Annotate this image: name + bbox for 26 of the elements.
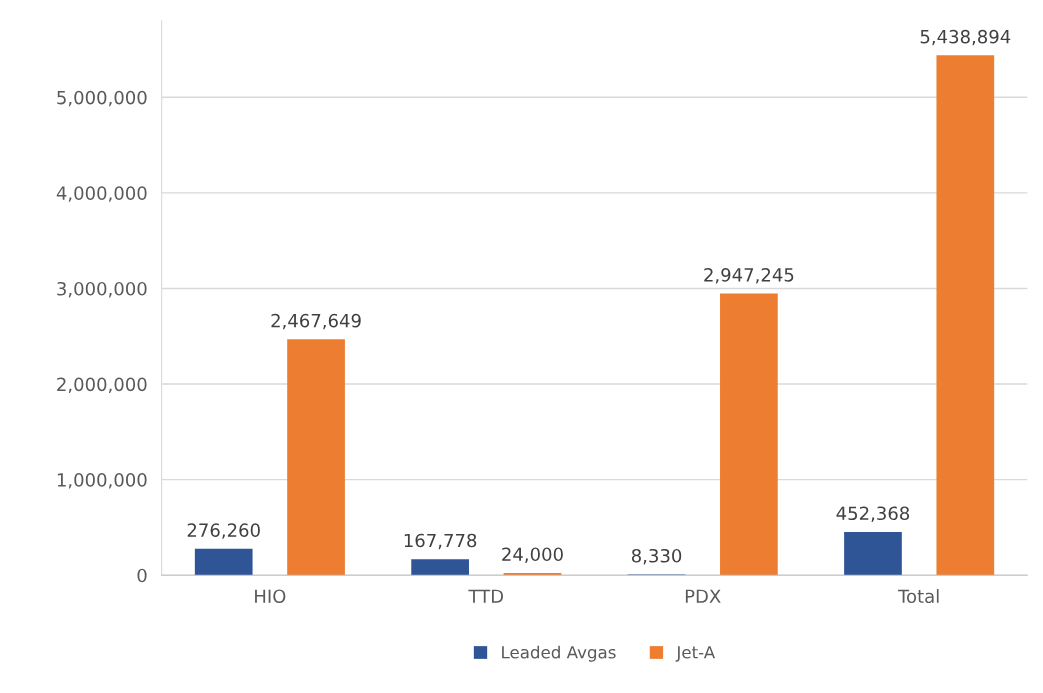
data-label: 276,260 xyxy=(187,523,260,539)
legend-label: Jet-A xyxy=(675,646,716,662)
bar xyxy=(936,55,995,576)
bar xyxy=(720,293,778,576)
legend-label: Leaded Avgas xyxy=(502,645,616,662)
y-tick-label: 2,000,000 xyxy=(57,377,147,393)
data-label: 167,778 xyxy=(404,533,477,550)
x-tick-label: HIO xyxy=(255,589,286,604)
y-tick-label: 3,000,000 xyxy=(57,281,147,298)
y-tick-label: 1,000,000 xyxy=(57,473,147,489)
bar xyxy=(194,548,253,576)
data-label: 24,000 xyxy=(502,547,563,563)
data-label: 8,330 xyxy=(631,548,682,565)
x-tick-label: PDX xyxy=(685,589,721,603)
x-tick-label: Total xyxy=(898,589,939,604)
data-label: 452,368 xyxy=(836,506,910,522)
x-tick-label: TTD xyxy=(468,589,504,603)
data-label: 2,467,649 xyxy=(271,313,361,330)
y-tick-label: 0 xyxy=(137,568,147,583)
bar xyxy=(844,531,902,576)
y-tick-label: 4,000,000 xyxy=(56,186,147,202)
data-label: 5,438,894 xyxy=(920,29,1011,46)
bar xyxy=(411,559,469,576)
bar xyxy=(287,339,345,576)
y-tick-label: 5,000,000 xyxy=(57,90,147,107)
data-label: 2,947,245 xyxy=(704,267,794,284)
